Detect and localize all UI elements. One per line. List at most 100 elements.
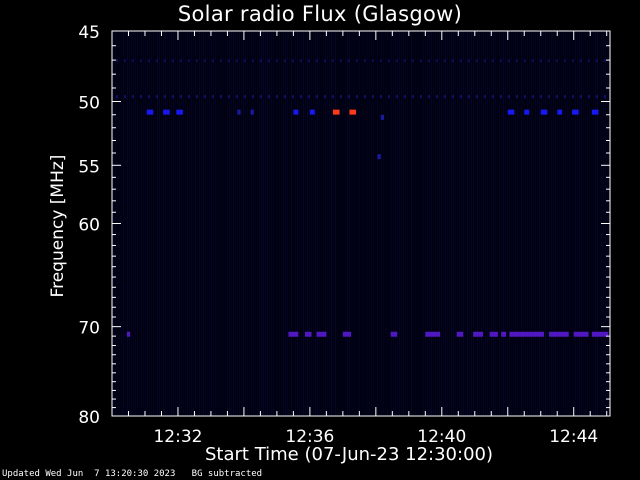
interference-dot: [356, 95, 358, 99]
interference-dot: [124, 59, 126, 63]
background-streak: [419, 31, 420, 416]
interference-dot: [132, 59, 134, 63]
interference-dot: [548, 59, 550, 63]
background-streak: [345, 31, 346, 416]
background-streak: [477, 31, 478, 416]
interference-dot: [132, 95, 134, 99]
interference-dot: [412, 59, 414, 63]
background-streak: [507, 31, 508, 416]
interference-dot: [340, 59, 342, 63]
background-streak: [353, 31, 354, 416]
background-streak: [249, 31, 250, 416]
burst-mark: [425, 331, 441, 337]
background-streak: [303, 31, 304, 416]
interference-dot: [396, 59, 398, 63]
background-streak: [467, 31, 468, 416]
background-streak: [245, 31, 246, 416]
background-streak: [311, 31, 312, 416]
background-streak: [273, 31, 274, 416]
interference-dot: [276, 95, 278, 99]
background-streak: [181, 31, 182, 416]
interference-dot: [484, 59, 486, 63]
background-streak: [397, 31, 398, 416]
interference-dot: [580, 59, 582, 63]
background-streak: [193, 31, 194, 416]
background-streak: [591, 31, 592, 416]
background-streak: [361, 31, 362, 416]
background-streak: [561, 31, 562, 416]
interference-dot: [452, 59, 454, 63]
burst-mark: [473, 331, 484, 337]
background-streak: [137, 31, 138, 416]
interference-dot: [316, 95, 318, 99]
background-streak: [173, 31, 174, 416]
background-streak: [321, 31, 322, 416]
background-streak: [589, 31, 590, 416]
background-streak: [535, 31, 536, 416]
background-streak: [217, 31, 218, 416]
background-streak: [313, 31, 314, 416]
background-streak: [269, 31, 270, 416]
interference-dot: [588, 59, 590, 63]
interference-dot: [356, 59, 358, 63]
background-streak: [427, 31, 428, 416]
interference-dot: [164, 95, 166, 99]
background-streak: [185, 31, 186, 416]
background-streak: [155, 31, 156, 416]
background-streak: [265, 31, 266, 416]
burst-mark: [591, 109, 599, 115]
burst-mark: [489, 331, 498, 337]
burst-mark: [293, 109, 299, 115]
interference-dot: [252, 95, 254, 99]
burst-mark: [540, 109, 548, 115]
background-streak: [403, 31, 404, 416]
background-streak: [447, 31, 448, 416]
background-streak: [263, 31, 264, 416]
background-streak: [475, 31, 476, 416]
background-streak: [423, 31, 424, 416]
background-streak: [567, 31, 568, 416]
background-streak: [237, 31, 238, 416]
background-streak: [585, 31, 586, 416]
background-streak: [497, 31, 498, 416]
background-streak: [323, 31, 324, 416]
interference-dot: [508, 59, 510, 63]
interference-dot: [316, 59, 318, 63]
interference-dot: [492, 95, 494, 99]
interference-dot: [524, 59, 526, 63]
background-streak: [553, 31, 554, 416]
interference-dot: [500, 95, 502, 99]
background-streak: [377, 31, 378, 416]
background-streak: [597, 31, 598, 416]
interference-dot: [284, 59, 286, 63]
background-streak: [557, 31, 558, 416]
background-streak: [471, 31, 472, 416]
background-streak: [319, 31, 320, 416]
interference-dot: [332, 59, 334, 63]
interference-dot: [292, 95, 294, 99]
interference-dot: [204, 59, 206, 63]
interference-dot: [364, 95, 366, 99]
background-streak: [539, 31, 540, 416]
background-streak: [127, 31, 128, 416]
background-streak: [253, 31, 254, 416]
interference-dot: [156, 95, 158, 99]
background-streak: [147, 31, 148, 416]
interference-dot: [588, 95, 590, 99]
interference-dot: [516, 59, 518, 63]
interference-dot: [404, 95, 406, 99]
burst-mark: [146, 109, 154, 115]
background-streak: [415, 31, 416, 416]
interference-dot: [492, 59, 494, 63]
interference-dot: [380, 95, 382, 99]
background-streak: [205, 31, 206, 416]
background-streak: [595, 31, 596, 416]
interference-dot: [396, 95, 398, 99]
interference-dot: [124, 95, 126, 99]
interference-dot: [572, 95, 574, 99]
background-streak: [393, 31, 394, 416]
interference-dot: [556, 95, 558, 99]
interference-dot: [516, 95, 518, 99]
x-axis-label: Start Time (07-Jun-23 12:30:00): [205, 444, 493, 465]
background-streak: [287, 31, 288, 416]
